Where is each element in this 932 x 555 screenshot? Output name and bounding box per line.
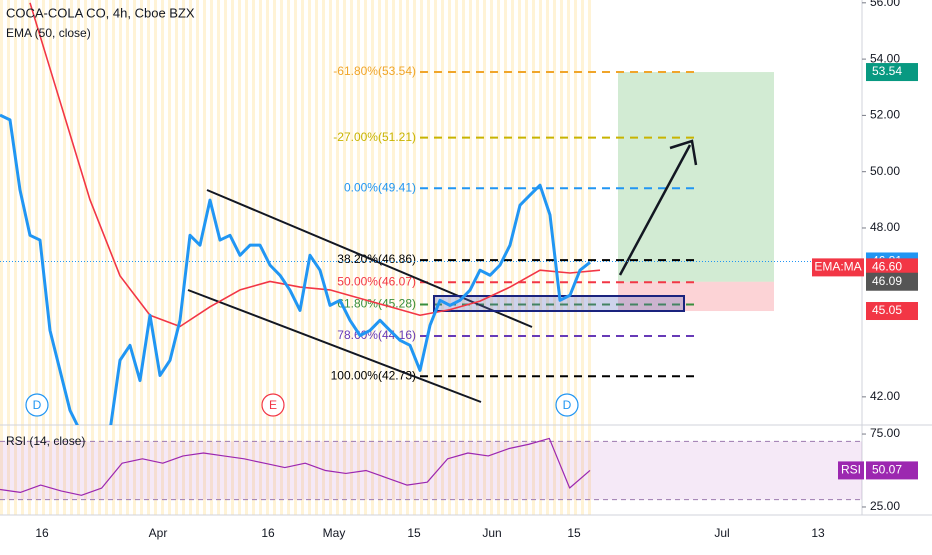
fib-label: 50.00%(46.07) — [337, 274, 416, 288]
price-badge — [866, 272, 918, 291]
price-badge — [866, 302, 918, 321]
fib-label: -27.00%(51.21) — [333, 130, 416, 144]
indicator-label: EMA (50, close) — [6, 26, 91, 40]
event-label: E — [269, 398, 277, 412]
price-badge-label: 46.09 — [872, 274, 902, 288]
y-tick-label: 48.00 — [870, 220, 900, 234]
x-tick-label: 16 — [35, 526, 49, 540]
rsi-badge — [866, 461, 918, 480]
price-line — [0, 113, 591, 425]
price-badge-label: 45.05 — [872, 303, 902, 317]
session-background — [0, 0, 595, 425]
arrow — [618, 144, 692, 276]
rsi-tag — [838, 461, 864, 480]
x-tick-label: 16 — [261, 526, 275, 540]
arrow-head — [669, 139, 698, 166]
fib-label: 100.00%(42.73) — [331, 368, 416, 382]
rsi-pane — [0, 437, 862, 501]
tag-label: EMA:MA — [814, 260, 861, 274]
fib-label: 78.60%(44.16) — [337, 328, 416, 342]
y-tick-label: 25.00 — [870, 499, 900, 513]
main-pane: -61.80%(53.54) -27.00%(51.21) 0.00%(49.41)… — [0, 2, 862, 425]
rsi-tag-label: RSI — [841, 463, 861, 477]
x-tick-label: 15 — [407, 526, 421, 540]
x-tick-label: Jun — [482, 526, 501, 540]
y-tick-label: 50.00 — [870, 164, 900, 178]
channel-line — [187, 289, 482, 403]
x-tick-label: May — [323, 526, 346, 540]
fib-label: -61.80%(53.54) — [333, 64, 416, 78]
event-label: D — [563, 398, 572, 412]
y-tick-label: 56.00 — [870, 0, 900, 9]
x-tick-label: 13 — [811, 526, 825, 540]
y-tick-label: 42.00 — [870, 389, 900, 403]
rsi-label: RSI (14, close) — [6, 434, 85, 448]
price-badge — [866, 63, 918, 82]
ema-line — [29, 2, 601, 328]
chart-title: COCA-COLA CO, 4h, Cboe BZX — [6, 5, 195, 20]
price-badge-label: 46.60 — [872, 260, 902, 274]
channel-line — [206, 189, 533, 328]
tag-badge — [812, 258, 864, 277]
rsi-band — [0, 441, 862, 500]
event-marker — [25, 393, 49, 417]
event-marker — [261, 393, 285, 417]
x-tick-label: 15 — [567, 526, 581, 540]
price-badge-label: 53.54 — [872, 64, 902, 78]
x-tick-label: Jul — [714, 526, 729, 540]
y-tick-label: 75.00 — [870, 426, 900, 440]
y-tick-label: 52.00 — [870, 108, 900, 122]
event-label: D — [33, 398, 42, 412]
fib-label: 0.00%(49.41) — [344, 180, 416, 194]
y-tick-label: 54.00 — [870, 51, 900, 65]
rsi-badge-label: 50.07 — [872, 463, 902, 477]
axes: 56.00 54.00 52.00 50.00 48.00 42.00 75.00 25.00… — [35, 0, 919, 540]
price-badge — [866, 258, 918, 277]
target-zone — [618, 72, 774, 282]
fib-label: 38.20%(46.86) — [337, 252, 416, 266]
event-marker — [555, 393, 579, 417]
x-tick-label: Apr — [149, 526, 168, 540]
rsi-line — [0, 437, 591, 496]
